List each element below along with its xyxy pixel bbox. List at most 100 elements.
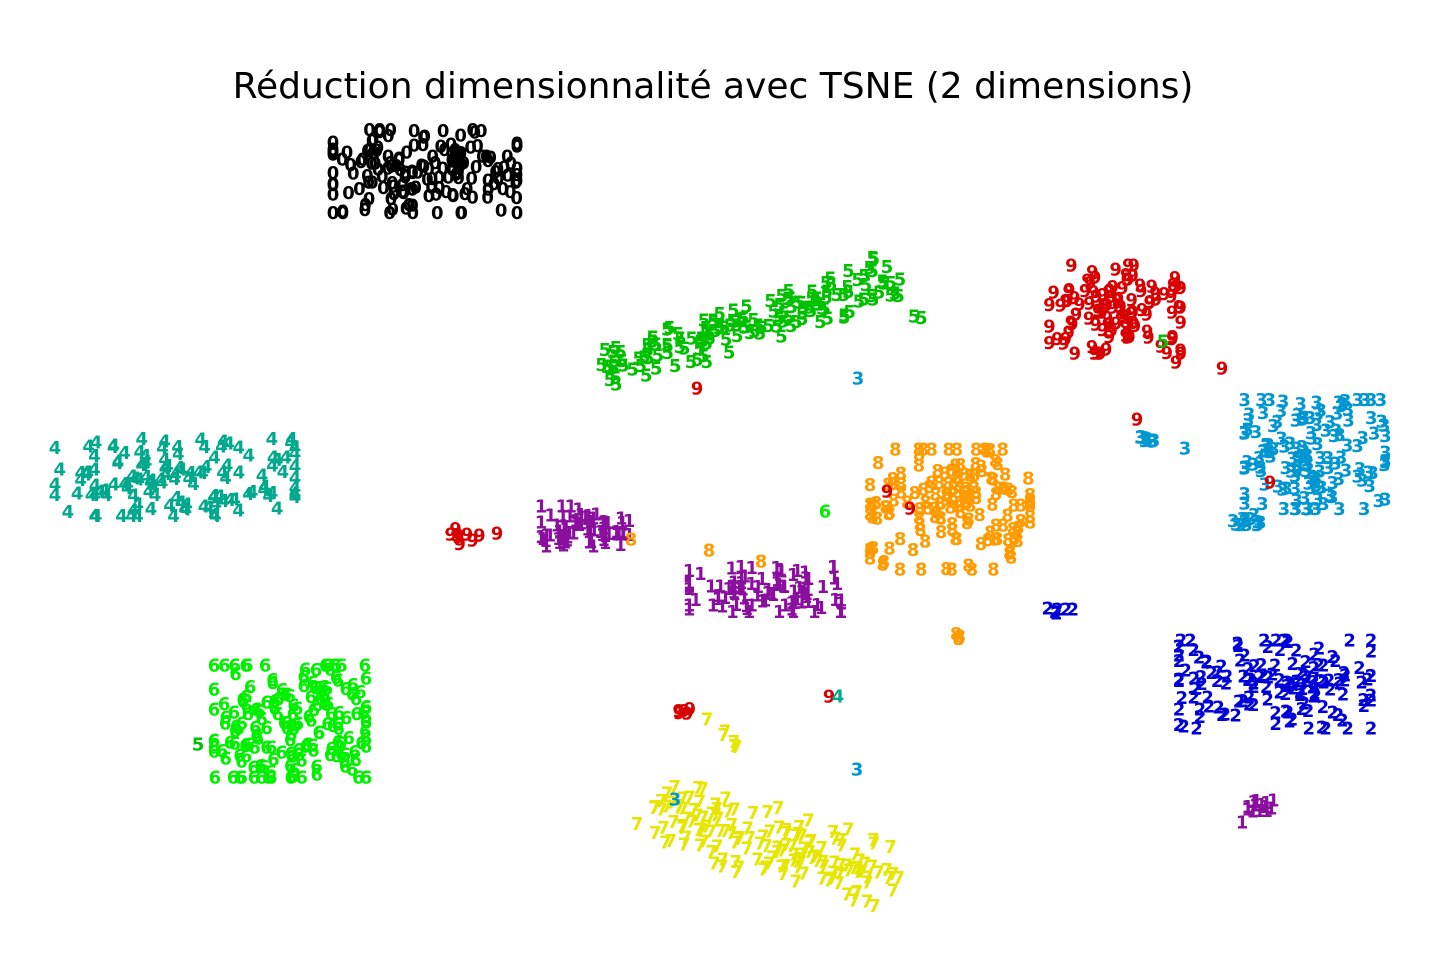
scatter-point-digit-7: 7: [631, 814, 644, 835]
scatter-point-digit-9: 9: [1065, 256, 1078, 277]
scatter-point-digit-3: 3: [1340, 460, 1353, 481]
scatter-point-digit-3: 3: [1305, 423, 1318, 444]
scatter-point-digit-0: 0: [396, 175, 409, 196]
scatter-point-digit-5: 5: [610, 338, 623, 359]
scatter-point-digit-5: 5: [617, 355, 630, 376]
scatter-point-digit-5: 5: [192, 735, 205, 756]
scatter-point-digit-5: 5: [764, 291, 777, 312]
scatter-point-digit-0: 0: [455, 143, 468, 164]
scatter-point-digit-5: 5: [796, 309, 809, 330]
scatter-point-digit-3: 3: [1257, 403, 1270, 424]
scatter-point-digit-1: 1: [599, 533, 612, 554]
scatter-point-digit-4: 4: [115, 506, 128, 527]
scatter-point-digit-6: 6: [219, 707, 232, 728]
scatter-point-digit-5: 5: [1157, 332, 1170, 353]
scatter-point-digit-7: 7: [680, 827, 693, 848]
scatter-point-digit-4: 4: [266, 455, 279, 476]
scatter-point-digit-5: 5: [731, 326, 744, 347]
scatter-point-digit-5: 5: [784, 289, 797, 310]
scatter-point-digit-8: 8: [953, 627, 966, 648]
scatter-point-digit-5: 5: [908, 307, 921, 328]
scatter-point-digit-2: 2: [1308, 645, 1321, 666]
scatter-point-digit-4: 4: [216, 463, 229, 484]
scatter-point-digit-0: 0: [505, 153, 518, 174]
scatter-point-digit-9: 9: [1066, 314, 1079, 335]
scatter-point-digit-5: 5: [752, 316, 765, 337]
scatter-point-digit-8: 8: [943, 440, 956, 461]
scatter-point-digit-0: 0: [336, 149, 349, 170]
scatter-point-digit-0: 0: [368, 143, 381, 164]
scatter-point-digit-3: 3: [1271, 412, 1284, 433]
scatter-point-digit-5: 5: [894, 269, 907, 290]
scatter-point-digit-0: 0: [327, 174, 340, 195]
scatter-point-digit-3: 3: [1351, 466, 1364, 487]
scatter-point-digit-5: 5: [762, 316, 775, 337]
scatter-point-digit-0: 0: [510, 172, 523, 193]
scatter-point-digit-0: 0: [511, 134, 524, 155]
scatter-point-digit-5: 5: [775, 326, 788, 347]
scatter-point-digit-6: 6: [283, 686, 296, 707]
scatter-point-digit-8: 8: [755, 552, 768, 573]
scatter-point-digit-9: 9: [1043, 317, 1056, 338]
scatter-point-digit-9: 9: [1143, 293, 1156, 314]
scatter-point-digit-4: 4: [88, 446, 101, 467]
scatter-point-digit-5: 5: [754, 324, 767, 345]
scatter-point-digit-4: 4: [277, 462, 290, 483]
scatter-point-digit-3: 3: [1289, 479, 1302, 500]
scatter-point-digit-3: 3: [1264, 447, 1277, 468]
scatter-point-digit-5: 5: [669, 356, 682, 377]
scatter-point-digit-0: 0: [511, 165, 524, 186]
scatter-point-digit-4: 4: [184, 463, 197, 484]
scatter-point-digit-4: 4: [173, 458, 186, 479]
scatter-point-digit-9: 9: [1121, 270, 1134, 291]
scatter-point-digit-0: 0: [344, 155, 357, 176]
scatter-point-digit-4: 4: [208, 505, 221, 526]
scatter-point-digit-0: 0: [488, 174, 501, 195]
scatter-point-digit-5: 5: [767, 301, 780, 322]
scatter-point-digit-5: 5: [809, 290, 822, 311]
scatter-point-digit-0: 0: [364, 139, 377, 160]
scatter-point-digit-9: 9: [1118, 306, 1131, 327]
scatter-point-digit-0: 0: [363, 189, 376, 210]
scatter-point-digit-5: 5: [599, 340, 612, 361]
scatter-point-digit-7: 7: [726, 815, 739, 836]
scatter-point-digit-5: 5: [729, 312, 742, 333]
scatter-point-digit-0: 0: [355, 152, 368, 173]
scatter-point-digit-9: 9: [1107, 298, 1120, 319]
scatter-point-digit-9: 9: [1092, 301, 1105, 322]
scatter-point-digit-9: 9: [1174, 344, 1187, 365]
scatter-point-digit-9: 9: [1103, 327, 1116, 348]
scatter-point-digit-3: 3: [1341, 436, 1354, 457]
scatter-point-digit-9: 9: [1131, 410, 1144, 431]
scatter-point-digit-5: 5: [777, 312, 790, 333]
scatter-point-digit-0: 0: [406, 163, 419, 184]
scatter-point-digit-8: 8: [917, 440, 930, 461]
scatter-point-digit-5: 5: [741, 317, 754, 338]
scatter-point-digit-0: 0: [367, 130, 380, 151]
scatter-point-digit-0: 0: [327, 203, 340, 224]
scatter-point-digit-8: 8: [981, 441, 994, 462]
scatter-point-digit-5: 5: [723, 342, 736, 363]
scatter-point-digit-8: 8: [997, 515, 1010, 536]
scatter-point-digit-0: 0: [433, 178, 446, 199]
scatter-point-digit-9: 9: [1092, 344, 1105, 365]
scatter-point-digit-2: 2: [1190, 719, 1203, 740]
scatter-point-digit-9: 9: [1109, 259, 1122, 280]
scatter-point-digit-9: 9: [1105, 286, 1118, 307]
scatter-point-digit-3: 3: [1267, 416, 1280, 437]
scatter-point-digit-5: 5: [707, 312, 720, 333]
scatter-point-digit-4: 4: [85, 485, 98, 506]
scatter-point-digit-3: 3: [1134, 428, 1147, 449]
scatter-point-digit-3: 3: [1272, 477, 1285, 498]
scatter-point-digit-0: 0: [455, 203, 468, 224]
scatter-point-digit-0: 0: [397, 182, 410, 203]
scatter-point-digit-0: 0: [421, 170, 434, 191]
scatter-point-digit-5: 5: [755, 317, 768, 338]
scatter-point-digit-9: 9: [1167, 275, 1180, 296]
scatter-point-digit-3: 3: [1244, 509, 1257, 530]
scatter-point-digit-0: 0: [366, 131, 379, 152]
scatter-point-digit-3: 3: [1298, 488, 1311, 509]
scatter-point-digit-9: 9: [1073, 294, 1086, 315]
scatter-point-digit-1: 1: [817, 577, 830, 598]
